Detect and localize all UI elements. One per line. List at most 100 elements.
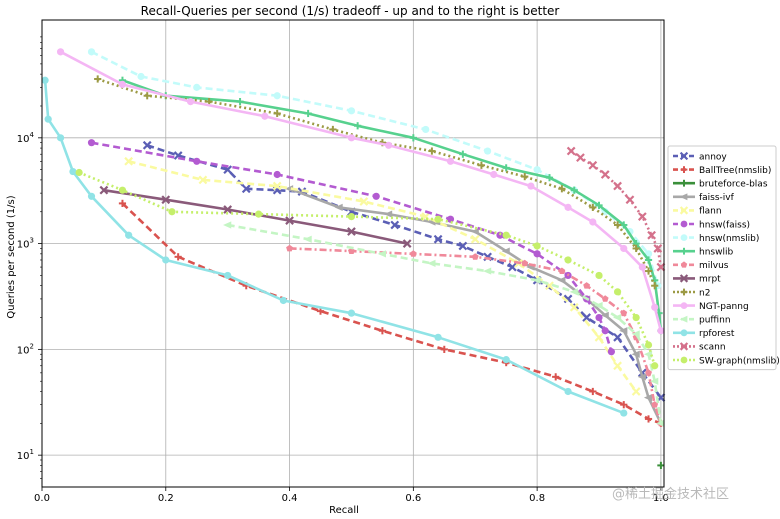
x-marker bbox=[656, 262, 666, 272]
plus-marker bbox=[273, 109, 281, 118]
circle-marker bbox=[632, 313, 640, 322]
legend-item: bruteforce-blas bbox=[673, 180, 768, 190]
legend-item: rpforest bbox=[673, 329, 735, 339]
legend-box bbox=[667, 145, 777, 371]
legend: annoy BallTree(nmslib) bruteforce-blas fais… bbox=[667, 145, 780, 371]
y-tick-label: 103 bbox=[17, 237, 34, 251]
plus-marker bbox=[644, 267, 653, 275]
series-scann bbox=[566, 146, 666, 272]
triangle-marker bbox=[377, 250, 386, 258]
series-bruteforce-blas bbox=[657, 461, 665, 470]
circle-marker bbox=[118, 80, 127, 88]
circle-marker bbox=[56, 48, 65, 56]
plus-marker bbox=[440, 345, 448, 353]
circle-marker bbox=[595, 313, 603, 322]
series-line bbox=[289, 187, 663, 424]
x-tick-label: 0.4 bbox=[282, 493, 298, 504]
series-line bbox=[146, 144, 662, 399]
x-tick-label: 1.0 bbox=[653, 493, 669, 504]
circle-marker bbox=[607, 348, 615, 356]
series-hnsw-nmslib bbox=[87, 48, 662, 290]
legend-label: n2 bbox=[699, 288, 710, 298]
series-milvus bbox=[286, 244, 665, 427]
circle-marker bbox=[651, 362, 659, 370]
circle-marker bbox=[193, 83, 201, 91]
x-tick-label: 0.6 bbox=[405, 493, 421, 504]
series-puffinn bbox=[223, 221, 665, 427]
x-marker bbox=[402, 239, 412, 248]
plus-marker bbox=[644, 415, 653, 423]
legend-item: SW-graph(nmslib) bbox=[673, 356, 780, 366]
circle-marker bbox=[620, 409, 628, 417]
plus-marker bbox=[459, 150, 467, 158]
series-line bbox=[289, 247, 663, 424]
plus-marker bbox=[651, 282, 659, 290]
triangle-marker bbox=[470, 227, 479, 236]
circle-marker bbox=[564, 256, 572, 264]
plot-frame bbox=[41, 19, 665, 488]
legend-label: hnsw(faiss) bbox=[699, 220, 750, 230]
circle-marker bbox=[56, 134, 65, 142]
y-tick-label: 104 bbox=[17, 131, 35, 145]
y-tick-base: 10 bbox=[17, 345, 30, 356]
circle-marker bbox=[620, 244, 628, 253]
circle-marker bbox=[273, 92, 281, 100]
legend-item: hnswlib bbox=[673, 248, 733, 258]
triangle-marker bbox=[334, 203, 343, 211]
plus-marker bbox=[613, 221, 622, 229]
circle-marker bbox=[484, 147, 492, 155]
pentagon-marker bbox=[645, 369, 652, 376]
x-marker bbox=[637, 212, 647, 221]
circle-marker bbox=[680, 220, 688, 228]
circle-marker bbox=[446, 215, 455, 223]
circle-marker bbox=[75, 168, 83, 177]
pentagon-marker bbox=[558, 267, 566, 274]
circle-marker bbox=[347, 107, 356, 115]
circle-marker bbox=[651, 303, 659, 311]
x-marker bbox=[679, 151, 689, 161]
x-marker bbox=[347, 227, 356, 236]
triangle-marker bbox=[600, 311, 609, 319]
circle-marker bbox=[87, 139, 96, 147]
pentagon-marker bbox=[583, 282, 591, 289]
y-tick-base: 10 bbox=[17, 451, 30, 462]
legend-item: flann bbox=[673, 206, 722, 217]
circle-marker bbox=[680, 329, 688, 337]
x-ticks: 0.0 0.2 0.4 0.6 0.8 1.0 bbox=[34, 487, 669, 504]
pentagon-marker bbox=[521, 259, 529, 267]
plus-marker bbox=[680, 247, 688, 255]
circle-marker bbox=[502, 356, 510, 364]
legend-label: SW-graph(nmslib) bbox=[699, 356, 780, 366]
circle-marker bbox=[87, 192, 96, 200]
circle-marker bbox=[533, 242, 541, 250]
x-marker bbox=[679, 342, 689, 351]
x-marker bbox=[142, 140, 152, 150]
series-rpforest bbox=[41, 76, 628, 417]
circle-marker bbox=[564, 387, 572, 396]
circle-marker bbox=[527, 182, 535, 190]
triangle-marker bbox=[383, 210, 393, 218]
series-sw-graph-nmslib bbox=[75, 168, 659, 370]
circle-marker bbox=[680, 302, 688, 309]
pentagon-marker bbox=[680, 261, 688, 268]
legend-label: BallTree(nmslib) bbox=[699, 166, 771, 176]
legend-label: mrpt bbox=[699, 275, 721, 285]
series-line bbox=[570, 149, 663, 268]
circle-marker bbox=[533, 166, 541, 174]
legend-item: NGT-panng bbox=[673, 302, 749, 312]
legend-label: puffinn bbox=[699, 316, 731, 326]
circle-marker bbox=[533, 250, 541, 258]
triangle-marker bbox=[427, 259, 436, 267]
pentagon-marker bbox=[651, 401, 659, 408]
triangle-marker bbox=[569, 288, 578, 296]
circle-marker bbox=[657, 327, 665, 335]
x-marker bbox=[613, 181, 622, 191]
legend-label: hnswlib bbox=[699, 248, 733, 258]
plus-marker bbox=[570, 186, 578, 194]
triangle-marker bbox=[483, 267, 492, 275]
plus-marker bbox=[378, 327, 386, 335]
triangle-marker bbox=[631, 350, 640, 358]
plus-marker bbox=[304, 109, 312, 118]
x-marker bbox=[576, 153, 585, 162]
series-faiss-ivf bbox=[284, 185, 665, 427]
